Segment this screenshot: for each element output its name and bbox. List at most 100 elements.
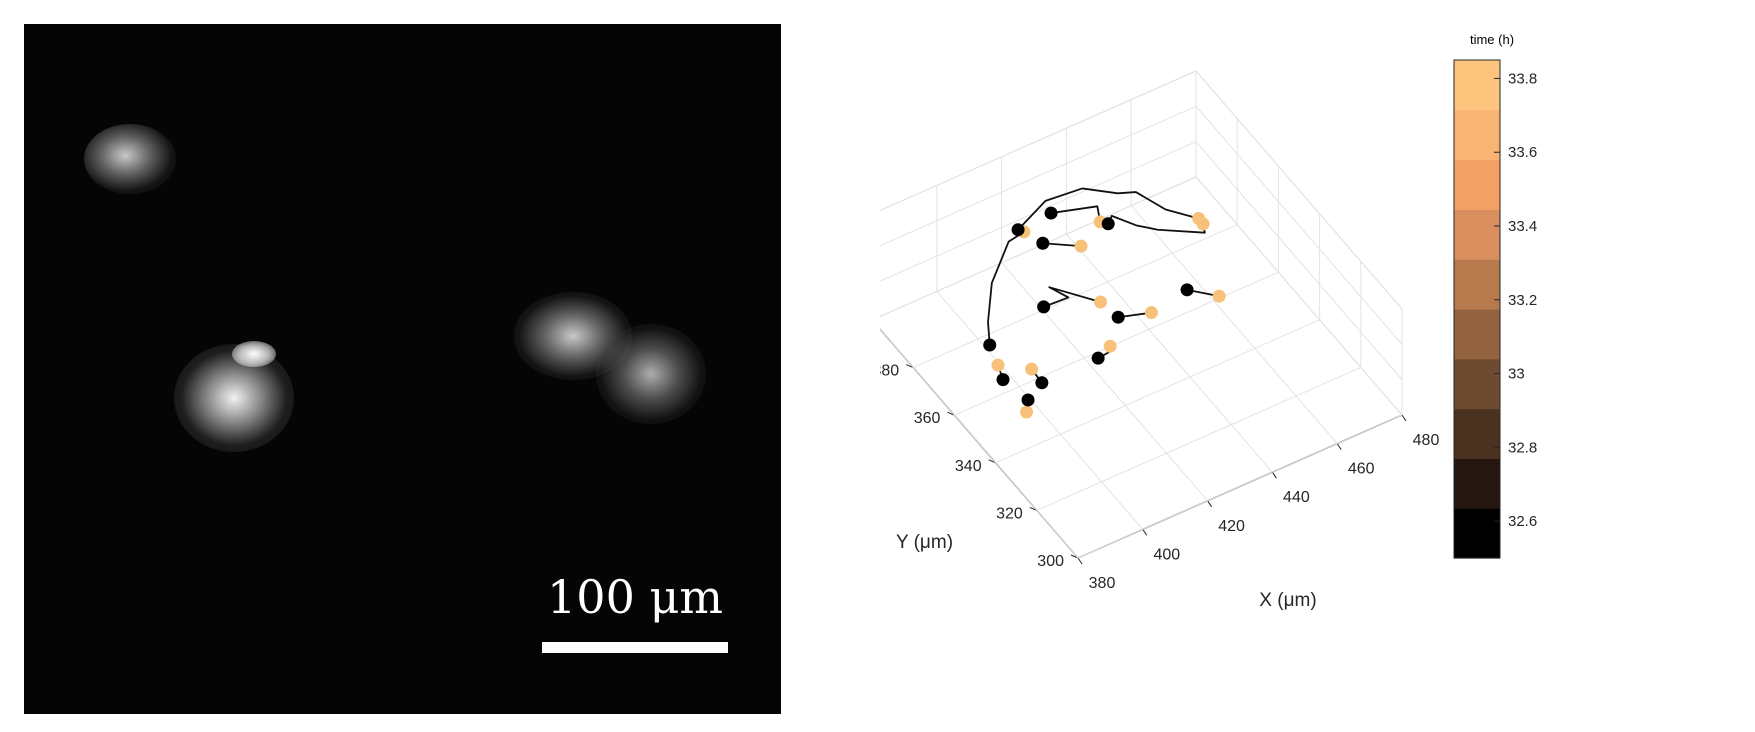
trajectory [1111,306,1158,324]
floor-gridline-y [1036,366,1362,511]
y-tick-label: 360 [914,410,941,427]
trajectory-end-point [1196,217,1210,231]
y-tick [988,459,996,464]
trajectory-path [1050,205,1102,223]
trajectory-path [987,231,1025,346]
trajectory [1020,393,1035,419]
trajectory-path [1107,214,1206,234]
x-tick-label: 400 [1153,546,1180,563]
trajectory-path [1043,286,1101,308]
colorbar-segment [1454,159,1500,210]
trajectory [1037,286,1107,314]
trajectory-path [1017,187,1199,231]
colorbar-segment [1454,508,1500,559]
trajectory [1180,283,1226,303]
plot-axes: 3804004204404604803003203403603804002040… [880,70,1440,592]
plot-gridlines [880,70,1403,559]
y-tick-label: 380 [880,363,899,380]
colorbar-segment [1454,458,1500,509]
side-wall-gridline-z [1195,141,1403,380]
colorbar-segment [1454,259,1500,310]
side-wall-gridline-z [1195,106,1403,345]
cell-cluster-center-bright-cap [232,341,276,367]
y-tick [1029,506,1037,511]
colorbar-tick-label: 33.4 [1508,218,1537,235]
cell-cluster-center [174,344,294,452]
trajectory-start-point [1021,393,1035,407]
floor-gridline-y [1077,414,1403,559]
x-tick-label: 480 [1413,432,1440,449]
x-tick [1077,557,1083,565]
trajectory-start-point [1101,217,1115,231]
trajectory-end-point [1020,405,1034,419]
trajectory-start-point [1011,223,1025,237]
floor-gridline-x [880,328,1079,559]
trajectory-3d-plot: 3804004204404604803003203403603804002040… [880,32,1537,611]
y-axis-label: Y (μm) [896,532,953,553]
y-tick-label: 340 [955,458,982,475]
trajectory-end-point [1074,239,1088,253]
trajectory-start-point [1036,236,1050,250]
x-tick [1401,414,1407,422]
colorbar-segment [1454,408,1500,459]
trajectory-start-point [1111,310,1125,324]
side-wall-gridline-z [1195,70,1403,310]
trajectory-start-point [1035,376,1049,390]
floor-gridline-y [954,271,1279,416]
y-tick-label: 320 [996,505,1023,522]
trajectory [1101,214,1210,234]
trajectory-start-point [983,338,997,352]
trajectory [991,358,1010,387]
trajectory [1044,205,1107,229]
back-wall-gridline-z [880,70,1197,212]
trajectory-start-point [1091,351,1105,365]
colorbar-segment [1454,358,1500,410]
x-tick [1271,471,1277,479]
cell-cluster-right-b [596,324,706,424]
y-tick [906,364,914,369]
y-tick [947,411,955,416]
trajectory [1036,236,1088,253]
colorbar: 32.6 32.8 33 33.2 33.4 33.6 33.8 [1453,59,1537,559]
x-axis-label: X (μm) [1259,590,1316,611]
side-wall-gridline-z [1195,176,1403,416]
trajectory-end-point [1144,306,1158,320]
scale-bar [542,642,728,653]
scale-bar-label: 100 μm [547,570,723,624]
colorbar-title: time (h) [1470,32,1514,47]
y-tick-label: 300 [1037,553,1064,570]
y-tick [1070,554,1079,559]
floor-gridline-y [912,224,1238,369]
x-tick-label: 460 [1348,461,1375,478]
cell-cluster-top-left [84,124,176,194]
colorbar-tick-label: 33 [1508,366,1525,383]
trajectory-end-point [1025,362,1039,376]
fluorescence-micrograph: 100 μm [24,24,781,714]
colorbar-tick-label: 33.2 [1508,292,1537,309]
back-wall-gridline-z [880,176,1197,318]
plot-tracks [983,187,1226,419]
floor-gridline-x [1066,233,1273,473]
trajectory [1025,362,1049,390]
floor-gridline-x [1001,262,1208,502]
colorbar-tick-label: 32.8 [1508,439,1537,456]
x-tick [1207,500,1213,508]
colorbar-segment [1454,309,1500,360]
trajectory-start-point [1180,283,1194,297]
x-tick-label: 420 [1218,518,1245,535]
x-tick [1142,529,1148,536]
trajectory-start-point [996,373,1010,387]
floor-gridline-x [936,291,1144,530]
x-tick-label: 440 [1283,489,1310,506]
trajectory-end-point [1094,295,1107,309]
floor-gridline-y [995,319,1320,464]
trajectory-end-point [1212,289,1226,303]
colorbar-segment [1454,60,1500,111]
back-wall-gridline-z [880,105,1197,247]
x-tick [1336,443,1342,450]
colorbar-frame [1453,59,1501,559]
colorbar-tick-label: 33.6 [1508,144,1537,161]
trajectory-start-point [1044,206,1058,220]
trajectory-end-point [991,358,1005,372]
x-tick-label: 380 [1089,575,1116,592]
